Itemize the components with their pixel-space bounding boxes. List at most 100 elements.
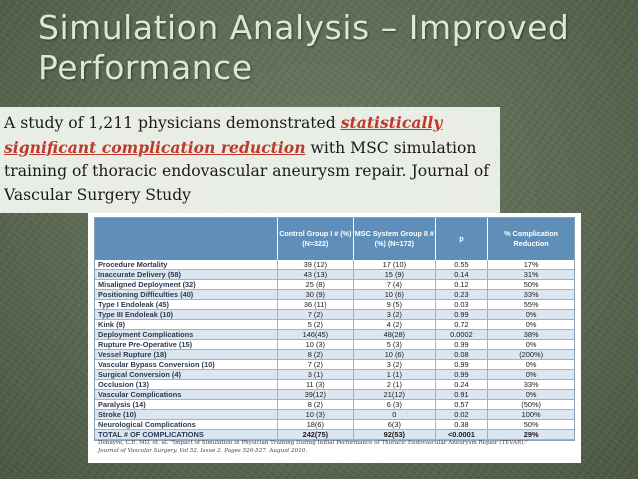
table-row: TOTAL # OF COMPLICATIONS 242(75) 92(53) <0.… [95, 429, 574, 441]
table-cell: 92(53) [353, 429, 436, 441]
table-cell: 50% [487, 419, 574, 431]
table-cell: 0.14 [435, 269, 489, 281]
table-cell: 10 (3) [277, 409, 355, 421]
table-cell: 0.91 [435, 389, 489, 401]
title-line-1: Simulation Analysis – Improved [38, 8, 570, 47]
table-cell: 0.38 [435, 419, 489, 431]
complications-table-frame: Control Group I # (%) (N=322) MSC System … [94, 217, 575, 442]
table-cell: 10 (6) [353, 349, 436, 361]
table-cell: 5 (3) [353, 339, 436, 351]
table-cell: 10 (6) [353, 289, 436, 301]
table-cell: 33% [487, 289, 574, 301]
table-cell: 30 (9) [277, 289, 355, 301]
table-row: Rupture Pre-Operative (15) 10 (3) 5 (3) 0.9… [95, 339, 574, 351]
table-cell: 0.99 [435, 339, 489, 351]
table-row-label: Paralysis (14) [95, 399, 278, 411]
table-row-label: Misaligned Deployment (32) [95, 279, 278, 291]
table-cell: 15 (9) [353, 269, 436, 281]
table-row: Occlusion (13) 11 (3) 2 (1) 0.24 33% [95, 379, 574, 391]
table-body: Procedure Mortality 39 (12) 17 (10) 0.55 17%… [95, 260, 574, 441]
table-cell: 0% [487, 369, 574, 381]
table-cell: 31% [487, 269, 574, 281]
table-row: Vascular Complications 39(12) 21(12) 0.91 0% [95, 389, 574, 401]
table-cell: 25 (8) [277, 279, 355, 291]
body-text-rest: with MSC simulation training of thoracic… [4, 138, 490, 204]
table-row-label: Deployment Complications [95, 329, 278, 341]
table-header-cell [95, 218, 278, 260]
table-row-label: Rupture Pre-Operative (15) [95, 339, 278, 351]
table-cell: 0.12 [435, 279, 489, 291]
table-cell: 17% [487, 260, 574, 271]
table-cell: 0.72 [435, 319, 489, 331]
table-cell: 7 (4) [353, 279, 436, 291]
table-row: Surgical Conversion (4) 3 (1) 1 (1) 0.99 0% [95, 369, 574, 381]
table-row: Kink (9) 5 (2) 4 (2) 0.72 0% [95, 319, 574, 331]
table-row: Inaccurate Delivery (58) 43 (13) 15 (9) 0.1… [95, 269, 574, 281]
table-cell: 38% [487, 329, 574, 341]
title-line-2: Performance [38, 48, 253, 87]
table-cell: 21(12) [353, 389, 436, 401]
citation-line-2: Journal of Vascular Surgery. Vol 52. Iss… [98, 448, 308, 454]
citation-line-1: Donayre, C.E. MD, et. al. "Impact of Sim… [98, 440, 528, 446]
table-row: Misaligned Deployment (32) 25 (8) 7 (4) 0.1… [95, 279, 574, 291]
table-row-label: Vascular Complications [95, 389, 278, 401]
table-cell: 7 (2) [277, 359, 355, 371]
table-cell: 9 (5) [353, 299, 436, 311]
table-row-label: Vascular Bypass Conversion (10) [95, 359, 278, 371]
table-cell: 0% [487, 339, 574, 351]
table-cell: 17 (10) [353, 260, 436, 271]
table-row-label: Occlusion (13) [95, 379, 278, 391]
table-cell: 0.08 [435, 349, 489, 361]
table-header-cell: % Complication Reduction [487, 218, 574, 260]
table-cell: 0.57 [435, 399, 489, 411]
table-cell: 0.02 [435, 409, 489, 421]
table-row-label: Surgical Conversion (4) [95, 369, 278, 381]
table-cell: 0% [487, 359, 574, 371]
table-header-cell: MSC System Group II # (%) (N=172) [353, 218, 436, 260]
table-cell: 0.24 [435, 379, 489, 391]
table-cell: 6(3) [353, 419, 436, 431]
table-cell: 146(45) [277, 329, 355, 341]
table-cell: 242(75) [277, 429, 355, 441]
table-cell: (200%) [487, 349, 574, 361]
table-cell: 3 (1) [277, 369, 355, 381]
table-row: Type I Endoleak (45) 36 (11) 9 (5) 0.03 55% [95, 299, 574, 311]
table-cell: 3 (2) [353, 359, 436, 371]
table-cell: 0.23 [435, 289, 489, 301]
table-row: Deployment Complications 146(45) 48(28) 0.0… [95, 329, 574, 341]
table-row: Vessel Rupture (18) 8 (2) 10 (6) 0.08 (200%) [95, 349, 574, 361]
table-cell: 39(12) [277, 389, 355, 401]
table-header-cell: p [435, 218, 489, 260]
table-cell: 50% [487, 279, 574, 291]
table-cell: 5 (2) [277, 319, 355, 331]
table-cell: 6 (3) [353, 399, 436, 411]
table-row-label: Type III Endoleak (10) [95, 309, 278, 321]
table-row-label: Type I Endoleak (45) [95, 299, 278, 311]
table-cell: 1 (1) [353, 369, 436, 381]
body-paragraph: A study of 1,211 physicians demonstrated… [4, 111, 498, 207]
table-cell: 2 (1) [353, 379, 436, 391]
table-cell: 0.99 [435, 309, 489, 321]
table-row: Positioning Difficulties (40) 30 (9) 10 (6… [95, 289, 574, 301]
table-row-label: Vessel Rupture (18) [95, 349, 278, 361]
table-row: Paralysis (14) 8 (2) 6 (3) 0.57 (50%) [95, 399, 574, 411]
table-row-label: Inaccurate Delivery (58) [95, 269, 278, 281]
table-cell: 48(28) [353, 329, 436, 341]
citation: Donayre, C.E. MD, et. al. "Impact of Sim… [98, 439, 578, 455]
table-header-cell: Control Group I # (%) (N=322) [277, 218, 355, 260]
table-cell: (50%) [487, 399, 574, 411]
table-cell: 10 (3) [277, 339, 355, 351]
table-cell: 55% [487, 299, 574, 311]
table-cell: 0% [487, 389, 574, 401]
table-header-row: Control Group I # (%) (N=322) MSC System … [95, 218, 574, 260]
table-cell: 0.0002 [435, 329, 489, 341]
table-row-label: Positioning Difficulties (40) [95, 289, 278, 301]
complications-table: Control Group I # (%) (N=322) MSC System … [95, 218, 574, 441]
table-row-label: Neurological Complications [95, 419, 278, 431]
table-cell: 0.99 [435, 369, 489, 381]
table-cell: 0% [487, 309, 574, 321]
table-cell: 39 (12) [277, 260, 355, 271]
table-cell: 0 [353, 409, 436, 421]
table-cell: 4 (2) [353, 319, 436, 331]
